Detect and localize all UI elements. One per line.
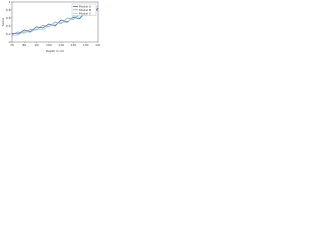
plot-frame [11,1,99,43]
x-tick-label: 80 [22,43,26,47]
legend-label: Model A [79,4,92,8]
y-axis-label: Score [1,18,5,27]
y-tick-label: 0.8 [6,8,11,12]
x-tick-label: 70 [10,43,14,47]
x-tick-label: 130 [83,43,89,47]
chart: Depth in cm Score 70 80 90 100 110 120 130 140 0… [1,0,101,53]
legend-box [71,3,97,16]
x-tick-label: 140 [95,43,100,47]
y-tick-label: 0.6 [6,16,11,20]
y-tick-label: 0 [9,40,11,44]
y-tick-label: 0.4 [6,24,11,28]
y-tick-label: 0.2 [6,32,11,36]
y-tick-label: 1 [9,0,11,4]
legend-label: Model C [79,11,91,15]
legend-label: Model B [79,8,91,12]
x-tick-label: 120 [71,43,77,47]
x-tick-label: 110 [58,43,64,47]
x-tick-label: 100 [46,43,52,47]
x-tick-label: 90 [35,43,39,47]
x-axis-label: Depth in cm [46,49,64,53]
